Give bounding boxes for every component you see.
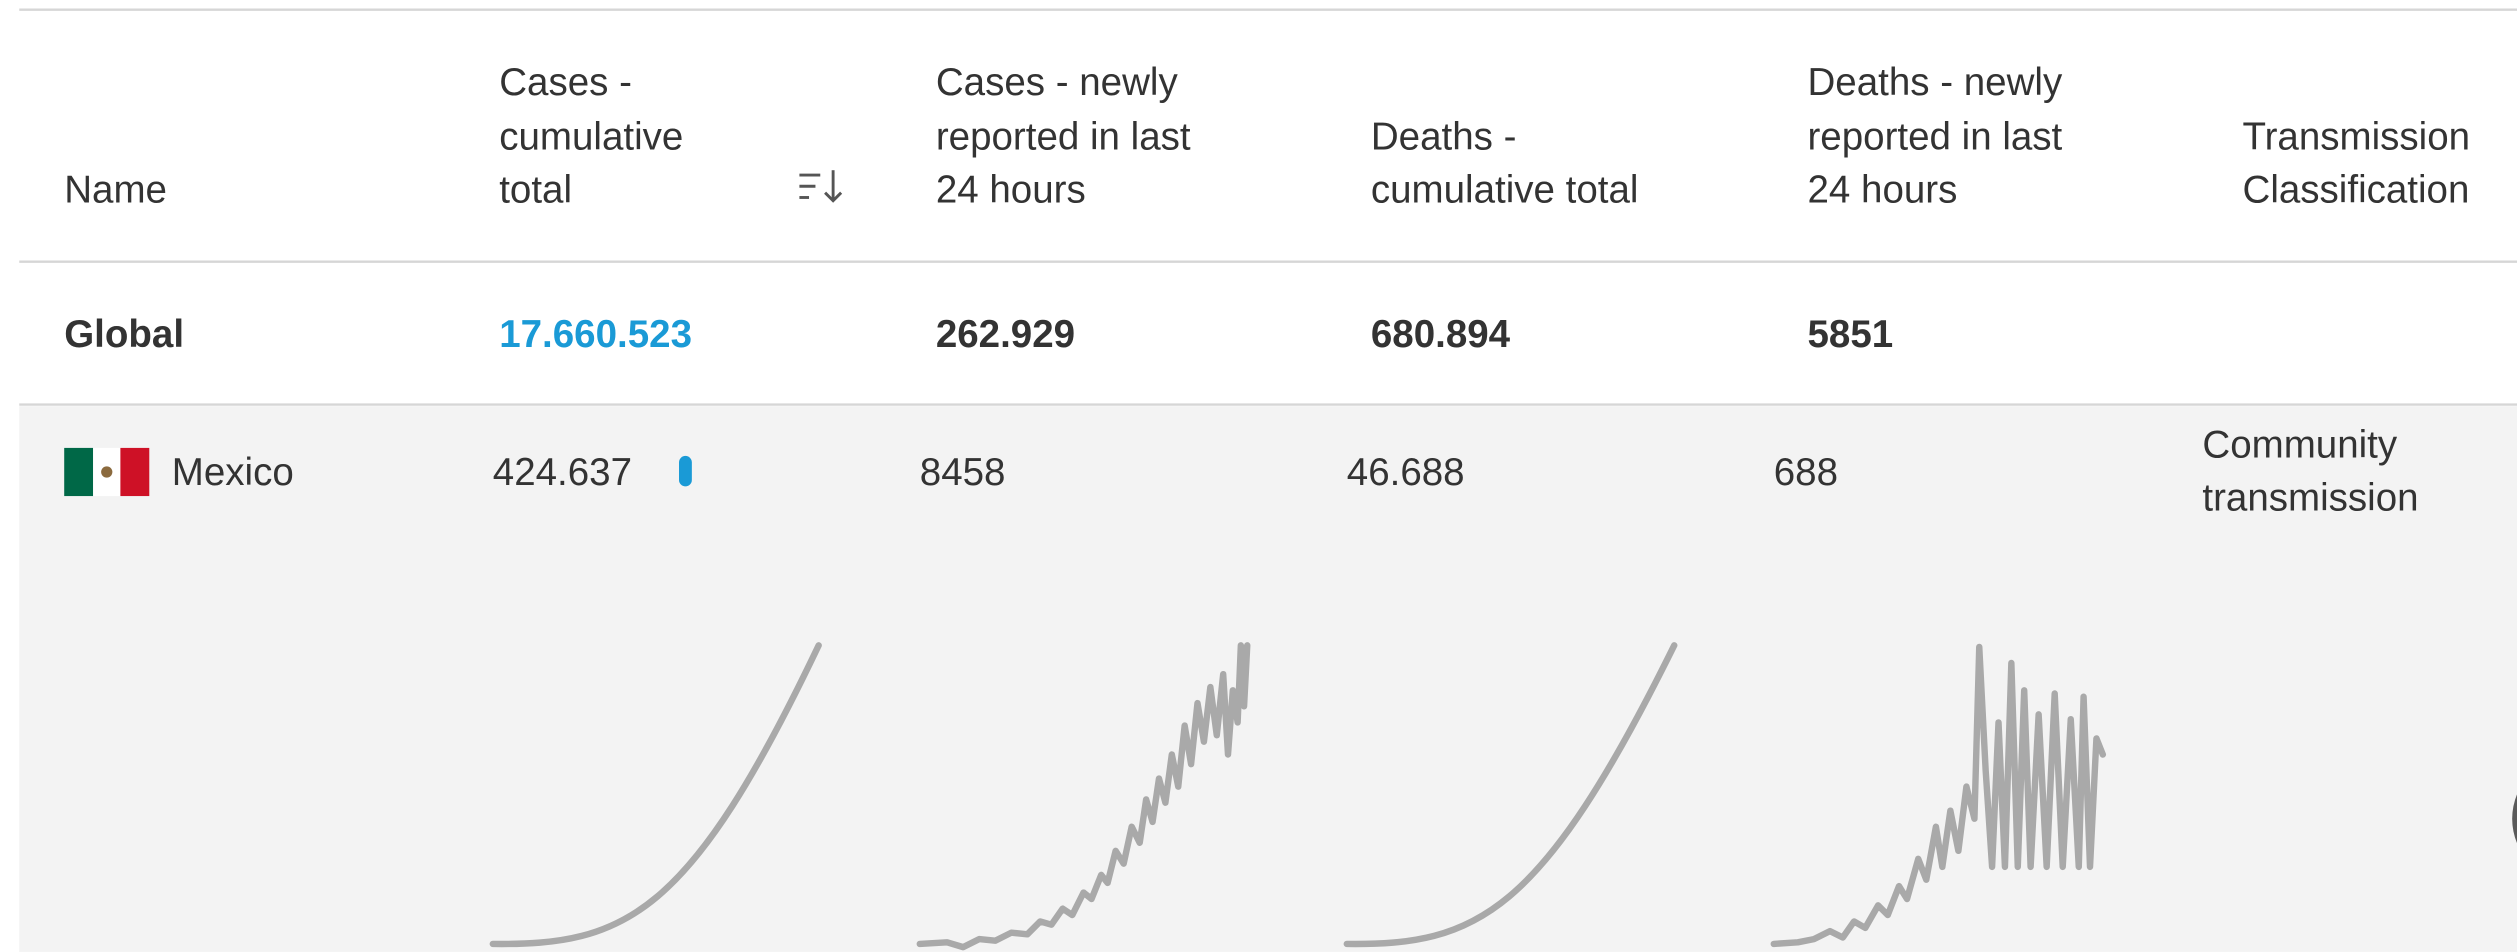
sparkline xyxy=(489,642,822,948)
header-cell[interactable]: cumulative xyxy=(499,115,683,158)
header-cell[interactable]: reported in last xyxy=(936,115,1191,158)
header-cell[interactable]: 24 hours xyxy=(1807,168,1957,211)
cell: 17.660.523 xyxy=(499,313,692,356)
cell: 688 xyxy=(1774,451,1838,494)
cell: 8458 xyxy=(920,451,1006,494)
table-header: Name Cases - cumulative total Cases - ne… xyxy=(64,61,2470,212)
header-cell[interactable]: reported in last xyxy=(1807,115,2062,158)
header-cell[interactable]: Transmission xyxy=(2243,115,2471,158)
flag xyxy=(64,447,150,497)
sparkline xyxy=(1343,642,1678,948)
header-cell[interactable]: Name xyxy=(64,168,167,211)
mexico-row[interactable]: Mexico 424.637 8458 46.688 688 Community… xyxy=(64,424,2419,951)
cell: Mexico xyxy=(172,451,294,494)
cell: 262.929 xyxy=(936,313,1075,356)
header-cell[interactable]: total xyxy=(499,168,572,211)
cell: transmission xyxy=(2202,477,2418,520)
cell: 424.637 xyxy=(493,451,632,494)
header-cell[interactable]: cumulative total xyxy=(1371,168,1639,211)
sparkline xyxy=(916,642,1251,951)
header-cell[interactable]: Cases - newly xyxy=(936,61,1179,104)
header-cell[interactable]: Deaths - xyxy=(1371,115,1517,158)
floating-button[interactable] xyxy=(2512,755,2517,883)
cell: Community xyxy=(2202,424,2398,467)
cell: 5851 xyxy=(1807,313,1893,356)
header-cell[interactable]: 24 hours xyxy=(936,168,1086,211)
row-background xyxy=(19,406,2517,952)
sparkline xyxy=(1770,643,2107,948)
header-cell[interactable]: Deaths - newly xyxy=(1807,61,2062,104)
global-row: Global 17.660.523 262.929 680.894 5851 xyxy=(64,313,1893,356)
share-bar xyxy=(679,455,692,487)
header-cell[interactable]: Classification xyxy=(2243,168,2470,211)
cell: 680.894 xyxy=(1371,313,1511,356)
cell: 46.688 xyxy=(1347,451,1465,494)
sort-icon[interactable] xyxy=(799,170,843,203)
cell: Global xyxy=(64,313,184,356)
header-cell[interactable]: Cases - xyxy=(499,61,632,104)
